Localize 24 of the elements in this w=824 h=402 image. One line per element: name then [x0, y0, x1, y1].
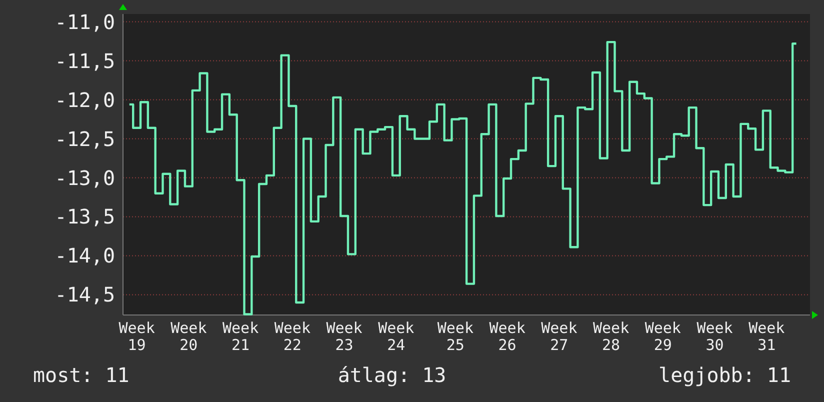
x-tick-label: Week 29 [644, 319, 681, 354]
text: most: 11 [33, 363, 130, 387]
x-tick-label: Week 31 [748, 319, 785, 354]
y-tick-label: -14,5 [54, 282, 115, 307]
x-tick-label: Week 20 [170, 319, 207, 354]
x-tick-label: Week 26 [489, 319, 526, 354]
y-tick-label: -14,0 [54, 244, 115, 268]
x-tick-label: Week 25 [437, 319, 474, 354]
x-tick-label: Week 22 [274, 319, 310, 354]
x-tick-label: Week 24 [378, 319, 414, 354]
x-tick-label: Week 30 [696, 319, 733, 354]
x-tick-label: Week 19 [118, 319, 155, 354]
x-tick-label: Week 27 [541, 319, 578, 354]
y-tick-label: -12,5 [54, 126, 115, 151]
text: legjobb: 11 [658, 363, 791, 387]
y-tick-label: -11,5 [54, 48, 115, 73]
y-tick-label: -13,0 [54, 166, 115, 190]
x-tick-label: Week 21 [222, 319, 259, 354]
x-tick-label: Week 28 [592, 319, 630, 354]
text: átlag: 13 [338, 363, 446, 387]
y-tick-label: -13,5 [54, 204, 115, 229]
x-tick-label: Week 23 [326, 319, 362, 354]
y-tick-label: -12,0 [54, 88, 115, 112]
y-tick-label: -11,0 [54, 10, 115, 34]
